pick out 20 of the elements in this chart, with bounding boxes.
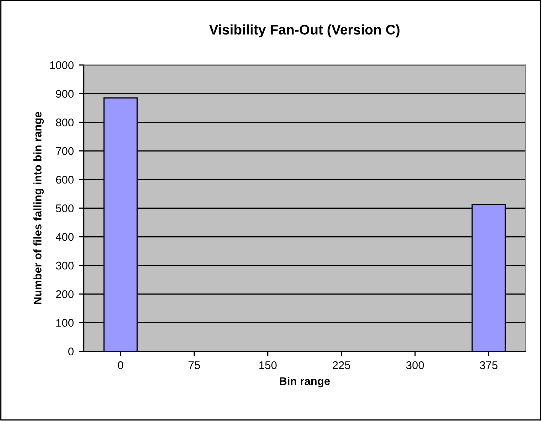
y-tick-label: 1000: [50, 62, 74, 70]
y-tick-label: 100: [56, 319, 74, 328]
y-tick-label: 300: [56, 262, 74, 270]
y-tick-label: 200: [56, 290, 74, 298]
y-tick-label: 900: [56, 90, 74, 98]
x-tick-label: 225: [332, 362, 350, 370]
y-axis-title: Number of files falling into bin range: [34, 112, 44, 304]
x-tick-label: 150: [260, 362, 277, 370]
x-tick-label: 0: [118, 362, 124, 370]
y-tick-label: 0: [68, 348, 74, 356]
y-tick-label: 500: [56, 204, 74, 213]
x-axis-title: Bin range: [280, 377, 330, 388]
y-tick-label: 400: [56, 233, 74, 242]
y-tick-label: 600: [56, 176, 74, 184]
y-tick-label: 800: [56, 118, 74, 127]
x-tick-label: 300: [406, 362, 424, 370]
x-tick-label: 75: [188, 362, 200, 370]
x-tick-label: 375: [480, 362, 498, 370]
chart-title: Visibility Fan-Out (Version C): [209, 24, 400, 38]
y-tick-label: 700: [56, 147, 74, 156]
